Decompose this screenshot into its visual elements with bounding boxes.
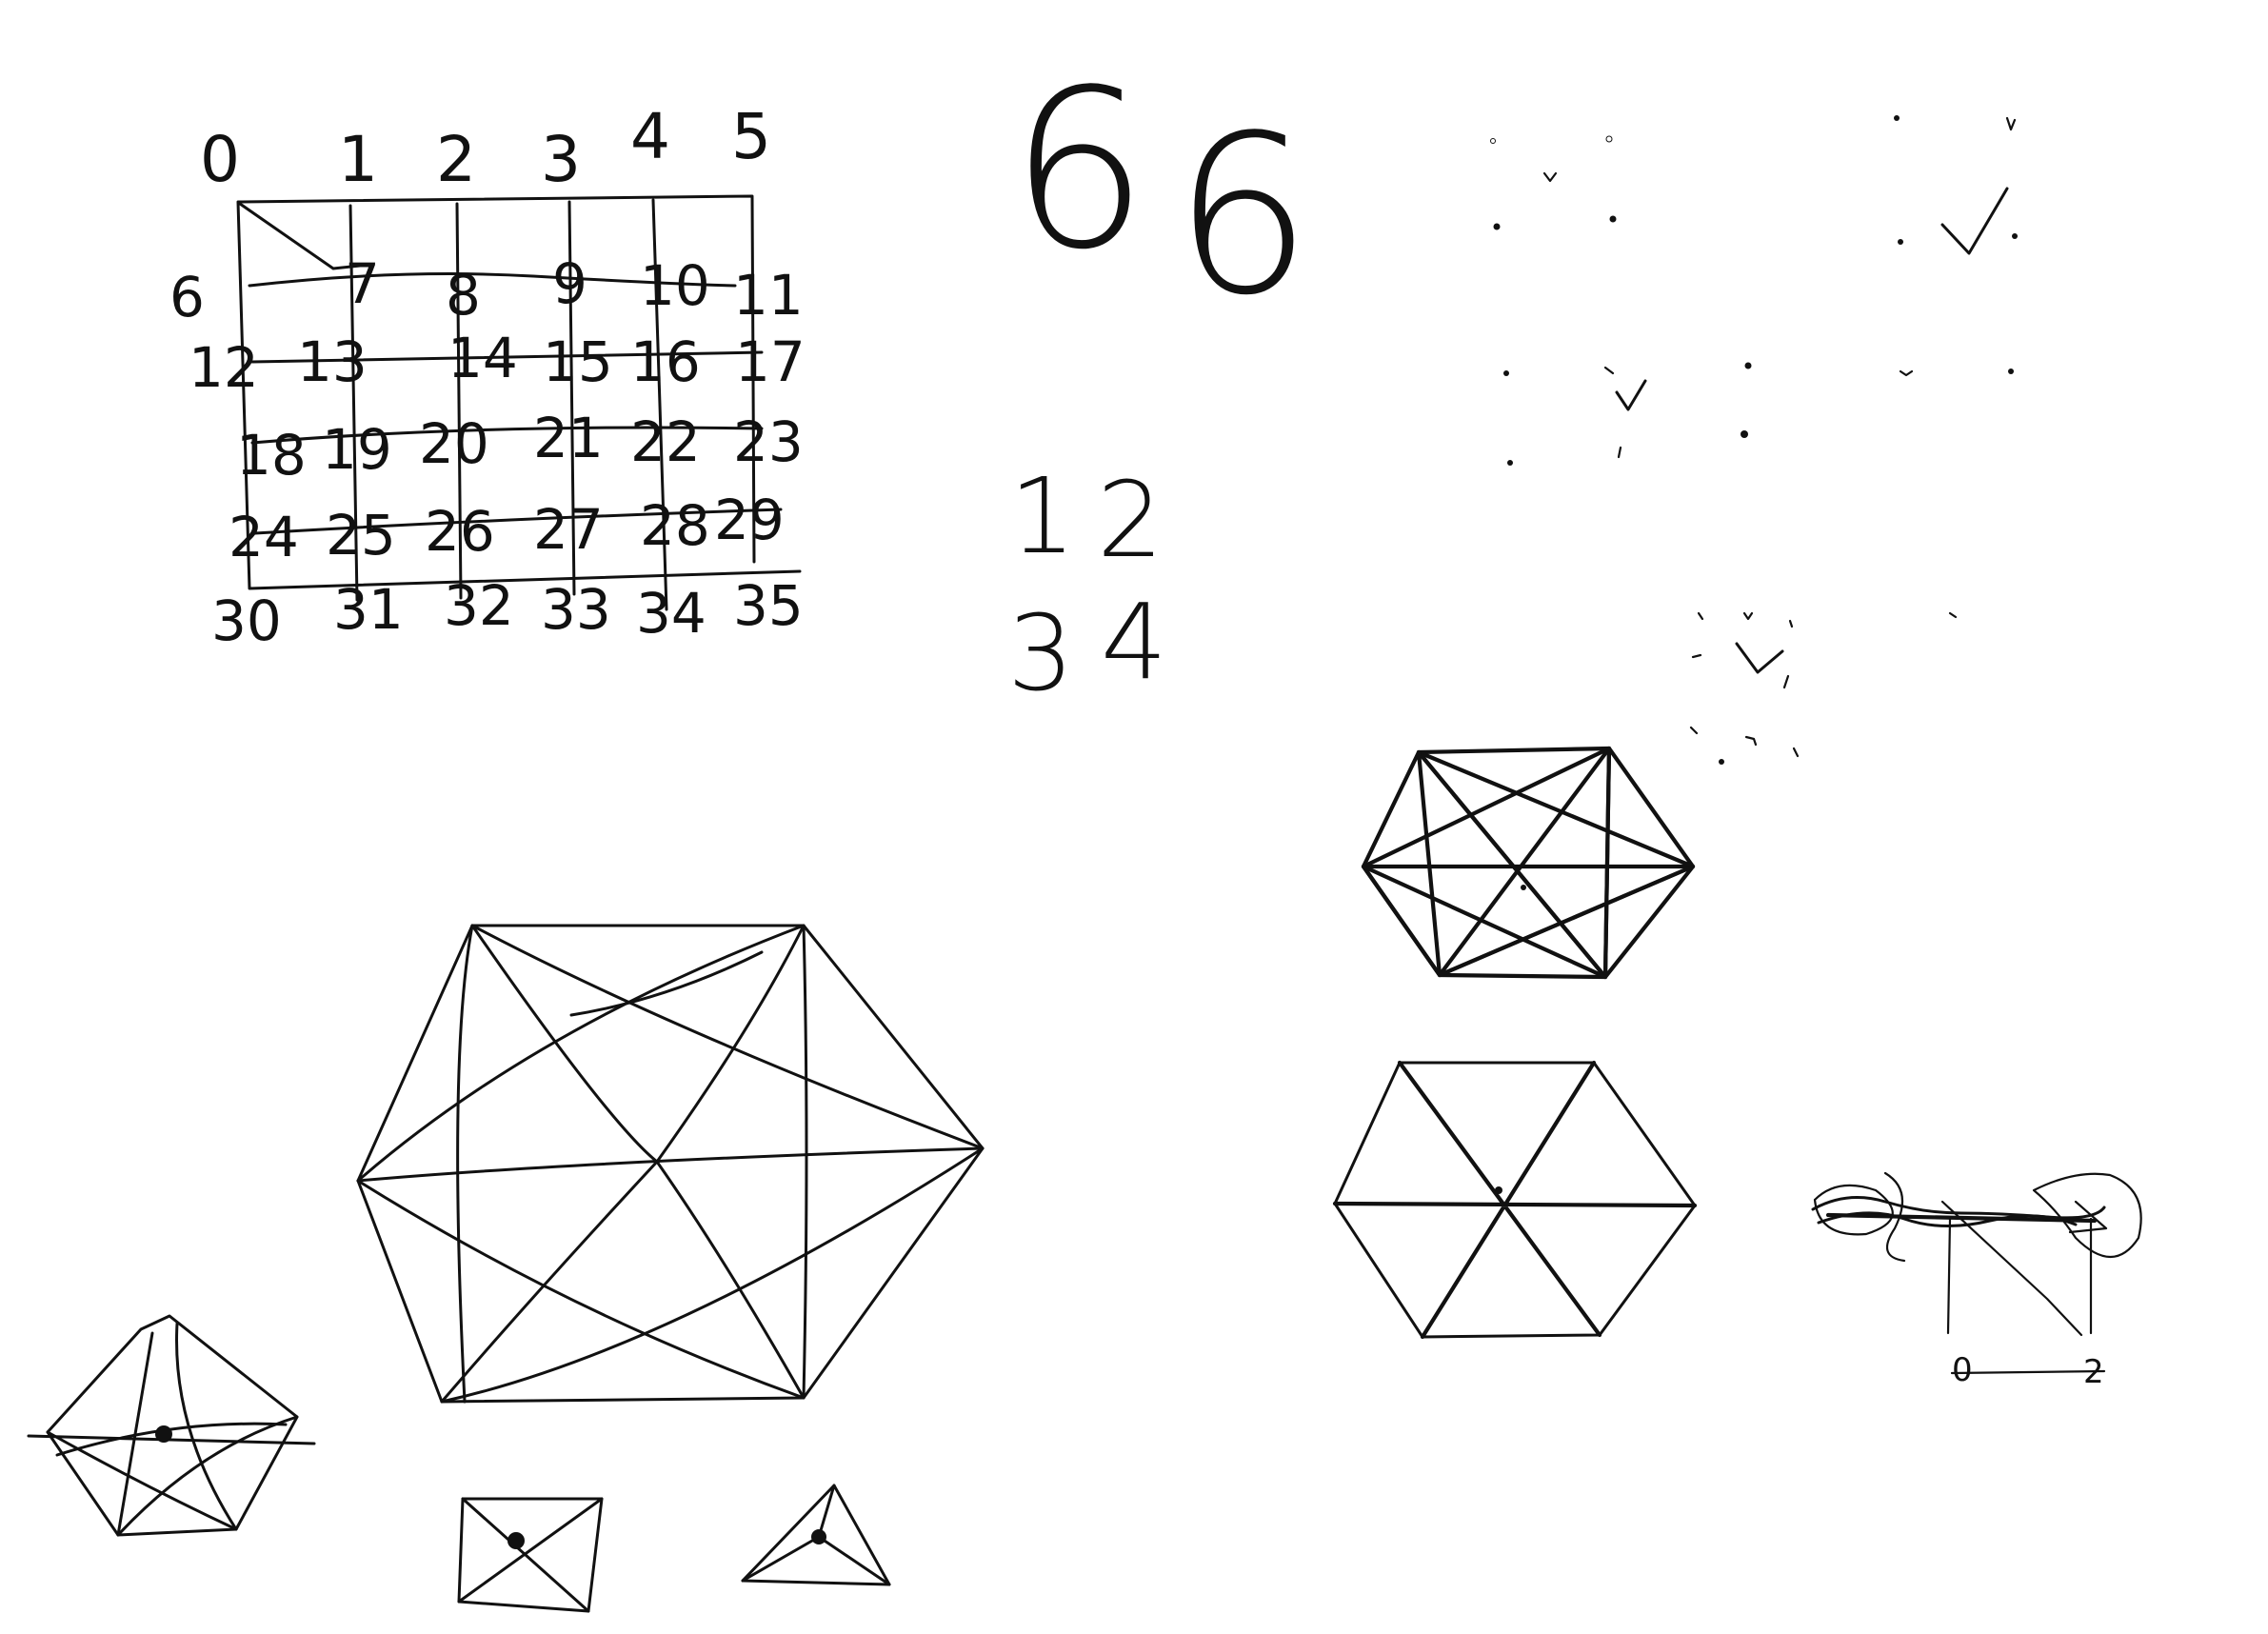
grid-cell: 24: [229, 505, 299, 569]
grid-cell: 12: [189, 335, 259, 400]
grid-vline-4: [651, 198, 668, 611]
big-digit: 6: [1009, 44, 1148, 298]
column-label: 4: [630, 100, 670, 173]
small-triangle: [741, 1484, 891, 1586]
grid-cell: 8: [446, 263, 481, 328]
grid-cell: 16: [630, 329, 701, 394]
grid-cell: 30: [211, 588, 282, 653]
grid-cell: 15: [543, 329, 613, 394]
grid-cell: 29: [714, 488, 785, 552]
column-label: 0: [200, 123, 240, 196]
grid-cell: 23: [733, 409, 804, 474]
grid-cell: 19: [322, 417, 392, 482]
grid-vline-3: [567, 200, 576, 596]
grid-cell: 7: [345, 251, 380, 316]
grid-cell: 18: [236, 423, 307, 488]
tick-group: [1490, 135, 1617, 230]
grid-cell: 32: [444, 573, 514, 638]
grid-hline-4: [253, 508, 783, 535]
hexagon-spokes: [1332, 1060, 1698, 1340]
grid-cell: 27: [533, 497, 604, 562]
large-hexagon-curved: [356, 924, 985, 1404]
tick-group: [1503, 362, 2014, 466]
column-label: 2: [436, 123, 476, 196]
grid-cell: 10: [640, 253, 710, 318]
column-label: 5: [731, 100, 771, 173]
grid-cell: 25: [326, 503, 396, 568]
grid-vline-1: [348, 204, 359, 602]
big-digit: 6: [1173, 90, 1312, 344]
small-square: [457, 1497, 604, 1613]
grid-hline-2: [250, 350, 764, 364]
tick-group: [1894, 115, 2018, 255]
column-label: 3: [541, 123, 581, 196]
tick-group: [1689, 611, 1958, 765]
column-label: 1: [338, 123, 378, 196]
grid-cell: 26: [425, 499, 495, 564]
grid-cell: 28: [640, 493, 710, 558]
grid-hline-3: [250, 426, 764, 445]
small-digit: 3: [1007, 592, 1074, 714]
grid-cell: 9: [552, 251, 587, 316]
grid-cell: 33: [541, 577, 611, 642]
hexagon-complete-graph: [1361, 746, 1696, 980]
grid-cell: 34: [636, 581, 706, 646]
grid-cell: 21: [533, 406, 604, 470]
scribbled-diagram: 0 2: [1811, 1171, 2142, 1391]
grid-cell: 14: [448, 326, 518, 390]
grid-hline-1: [248, 272, 737, 288]
grid-cell: 20: [419, 411, 489, 476]
grid-cell: 31: [333, 577, 404, 642]
small-digit: 1: [1009, 455, 1076, 577]
grid-cell: 17: [735, 329, 806, 394]
small-digit-grid: 1 2 3 4: [1007, 455, 1167, 714]
grid-cell: 35: [733, 573, 804, 638]
diagram-label: 2: [2083, 1353, 2104, 1391]
grid-cell: 22: [630, 409, 701, 474]
grid-cell: 13: [297, 329, 368, 394]
small-digit: 2: [1097, 459, 1164, 581]
number-grid: 0 1 2 3 4 5 6 7 8 9 10 11 12 13 14 15 16…: [169, 100, 806, 653]
big-digits: 6 6: [1009, 44, 1312, 344]
small-hexagon: [27, 1314, 316, 1537]
small-digit: 4: [1101, 581, 1167, 703]
grid-corner-diagonal: [238, 202, 371, 270]
grid-vline-2: [455, 202, 463, 600]
grid-frame: [236, 194, 802, 590]
grid-cell: 6: [169, 265, 205, 329]
grid-cell: 11: [733, 263, 804, 328]
diagram-label: 0: [1952, 1351, 1973, 1389]
